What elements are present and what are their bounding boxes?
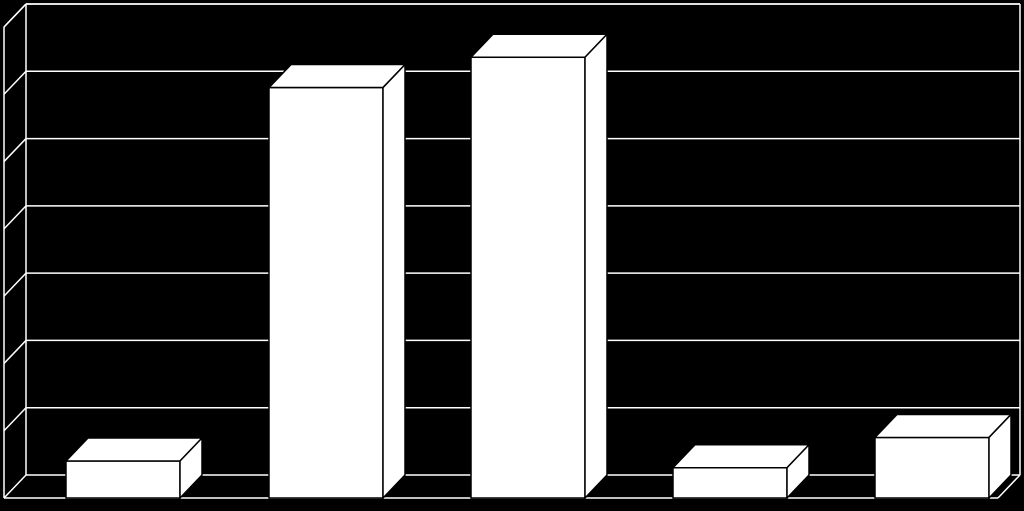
bar-front bbox=[269, 88, 383, 498]
bar-front bbox=[875, 437, 989, 498]
bar-top bbox=[875, 414, 1011, 437]
bar-front bbox=[471, 57, 585, 498]
bar bbox=[471, 34, 607, 498]
bar-chart bbox=[0, 0, 1024, 511]
bar-top bbox=[673, 445, 809, 468]
bar bbox=[673, 445, 809, 498]
bar-side bbox=[383, 65, 405, 498]
bar-top bbox=[269, 65, 405, 88]
bar-front bbox=[66, 461, 180, 498]
bar bbox=[269, 65, 405, 498]
bar-top bbox=[471, 34, 607, 57]
bar-front bbox=[673, 468, 787, 498]
bar bbox=[875, 414, 1011, 498]
bar bbox=[66, 438, 202, 498]
bar-side bbox=[585, 34, 607, 498]
bar-top bbox=[66, 438, 202, 461]
